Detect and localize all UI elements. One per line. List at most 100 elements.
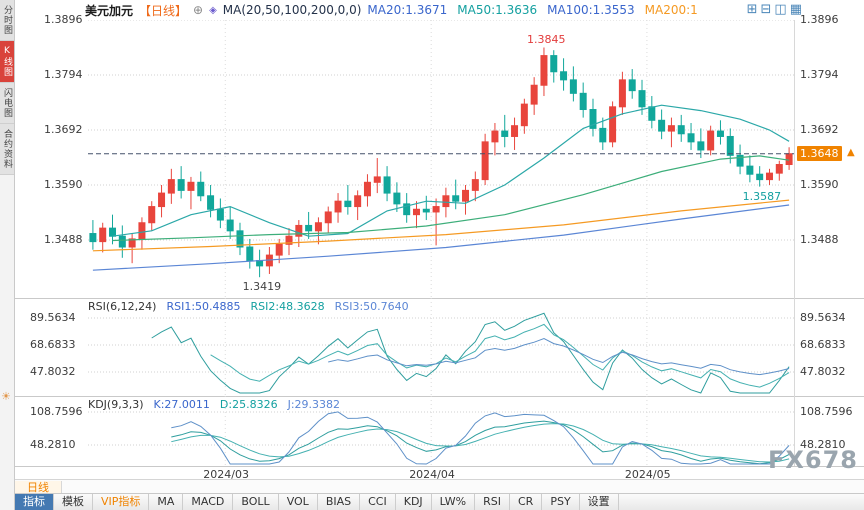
toolbar-tab-4[interactable]: MA (149, 494, 184, 510)
layout-grid-icon[interactable]: ▦ (789, 2, 802, 17)
add-overlay-icon[interactable]: ⊕ (193, 3, 204, 17)
toolbar-tab-10[interactable]: KDJ (396, 494, 432, 510)
toolbar-tab-11[interactable]: LW% (432, 494, 476, 510)
toolbar-tab-8[interactable]: BIAS (318, 494, 361, 510)
layout-split-horizontal-icon[interactable]: ⊟ (760, 2, 772, 17)
toolbar-tab-13[interactable]: CR (510, 494, 543, 510)
candle-body[interactable] (716, 130, 724, 137)
candle-body[interactable] (148, 206, 156, 224)
candle-body[interactable] (363, 181, 371, 197)
candle-body[interactable] (746, 165, 754, 175)
candle-body[interactable] (295, 224, 303, 237)
sidebar-tab-3[interactable]: 闪电图 (0, 83, 14, 124)
rsi-chart-canvas[interactable] (0, 298, 864, 396)
candle-body[interactable] (628, 79, 636, 92)
candle-body[interactable] (560, 71, 568, 81)
candle-body[interactable] (412, 208, 420, 216)
candle-body[interactable] (589, 109, 597, 129)
theme-sun-icon[interactable]: ☀ (1, 390, 11, 403)
toolbar-tab-15[interactable]: 设置 (580, 494, 619, 510)
candle-body[interactable] (452, 195, 460, 202)
toolbar-tab-7[interactable]: VOL (279, 494, 318, 510)
candle-body[interactable] (207, 195, 215, 210)
candle-body[interactable] (775, 164, 783, 174)
candle-body[interactable] (167, 179, 175, 194)
candle-body[interactable] (393, 192, 401, 205)
candle-body[interactable] (197, 181, 205, 197)
candle-body[interactable] (442, 195, 450, 208)
candle-body[interactable] (226, 219, 234, 232)
toolbar-tab-9[interactable]: CCI (360, 494, 396, 510)
candle-body[interactable] (462, 189, 470, 202)
candle-body[interactable] (599, 127, 607, 143)
candle-body[interactable] (236, 230, 244, 248)
candle-body[interactable] (177, 179, 185, 191)
kdj-chart-canvas[interactable] (0, 396, 864, 466)
candle-body[interactable] (648, 106, 656, 121)
candle-body[interactable] (334, 200, 342, 213)
layout-quad-icon[interactable]: ⊞ (746, 2, 758, 17)
candle-body[interactable] (638, 90, 646, 108)
candle-body[interactable] (128, 238, 136, 248)
candle-body[interactable] (89, 233, 97, 243)
candle-body[interactable] (246, 246, 254, 261)
candle-body[interactable] (765, 172, 773, 181)
candle-body[interactable] (138, 222, 146, 240)
candle-body[interactable] (354, 195, 362, 208)
candle-body[interactable] (707, 130, 715, 151)
candle-body[interactable] (383, 176, 391, 194)
toolbar-tab-5[interactable]: MACD (183, 494, 234, 510)
candle-body[interactable] (785, 153, 793, 166)
candle-body[interactable] (471, 179, 479, 191)
ma-config-icon[interactable]: ◈ (209, 4, 217, 16)
candle-body[interactable] (609, 106, 617, 143)
sidebar-tab-2[interactable]: K线图 (0, 41, 14, 83)
candle-body[interactable] (511, 125, 519, 137)
candle-body[interactable] (305, 224, 313, 232)
main-chart-canvas[interactable] (0, 20, 864, 298)
candle-body[interactable] (687, 133, 695, 143)
candle-body[interactable] (540, 55, 548, 86)
candle-body[interactable] (216, 208, 224, 221)
candle-body[interactable] (403, 203, 411, 216)
candle-body[interactable] (118, 235, 126, 248)
layout-split-vertical-icon[interactable]: ◫ (774, 2, 787, 17)
candle-body[interactable] (432, 206, 440, 213)
latest-price-arrow-icon[interactable]: ▲ (847, 146, 855, 158)
sidebar-tab-1[interactable]: 分时图 (0, 0, 14, 41)
candle-body[interactable] (697, 141, 705, 151)
toolbar-tab-3[interactable]: VIP指标 (93, 494, 150, 510)
candle-body[interactable] (324, 211, 332, 224)
candle-body[interactable] (275, 243, 283, 256)
candle-body[interactable] (530, 84, 538, 105)
candle-body[interactable] (99, 227, 107, 243)
candle-body[interactable] (579, 92, 587, 111)
candle-body[interactable] (569, 79, 577, 94)
candle-body[interactable] (373, 176, 381, 183)
toolbar-tab-1[interactable]: 指标 (15, 494, 54, 510)
candle-body[interactable] (285, 235, 293, 245)
candle-body[interactable] (736, 154, 744, 167)
toolbar-tab-2[interactable]: 模板 (54, 494, 93, 510)
candle-body[interactable] (187, 181, 195, 191)
period-tab-daily[interactable]: 日线 (15, 481, 62, 494)
candle-body[interactable] (677, 125, 685, 135)
candle-body[interactable] (481, 141, 489, 181)
candle-body[interactable] (726, 135, 734, 156)
candle-body[interactable] (158, 192, 166, 208)
candle-body[interactable] (520, 103, 528, 127)
candle-body[interactable] (491, 130, 499, 143)
candle-body[interactable] (658, 119, 666, 132)
sidebar-tab-4[interactable]: 合约资料 (0, 124, 14, 175)
candle-body[interactable] (618, 79, 626, 108)
candle-body[interactable] (314, 222, 322, 232)
candle-body[interactable] (109, 227, 117, 237)
candle-body[interactable] (501, 130, 509, 137)
candle-body[interactable] (667, 125, 675, 132)
candle-body[interactable] (422, 208, 430, 213)
candle-body[interactable] (550, 55, 558, 73)
toolbar-tab-12[interactable]: RSI (475, 494, 510, 510)
candle-body[interactable] (756, 173, 764, 181)
toolbar-tab-14[interactable]: PSY (542, 494, 580, 510)
candle-body[interactable] (344, 200, 352, 208)
